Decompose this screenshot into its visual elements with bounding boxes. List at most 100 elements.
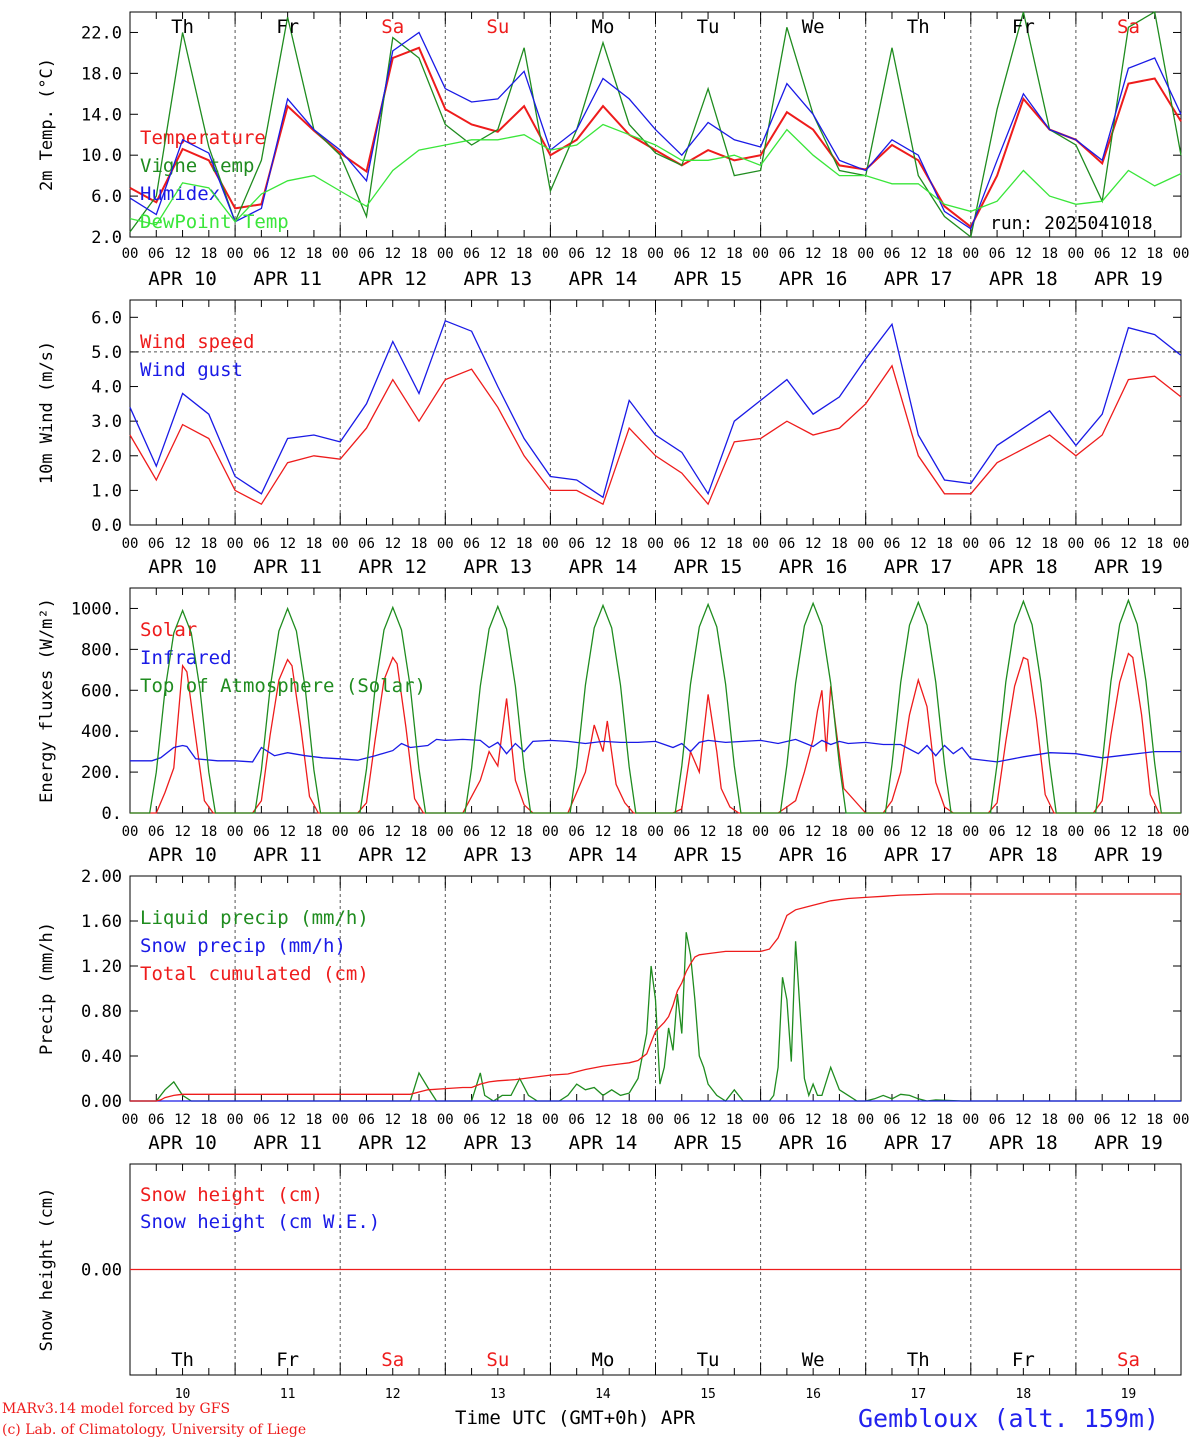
hour-tick-label: 18 (1041, 536, 1058, 552)
legend-entry: Humidex (140, 183, 220, 205)
hour-tick-label: 18 (831, 824, 848, 840)
date-label: APR 11 (253, 1132, 322, 1154)
hour-tick-label: 06 (1094, 246, 1111, 262)
hour-tick-label: 00 (542, 536, 559, 552)
series-line-wind-gust (129, 319, 1182, 499)
hour-tick-label: 00 (857, 246, 874, 262)
hour-tick-label: 06 (989, 824, 1006, 840)
series-line-temperature (129, 46, 1182, 229)
hour-tick-label: 12 (279, 1112, 296, 1128)
hour-tick-label: 00 (1067, 824, 1084, 840)
hour-tick-label: 12 (595, 824, 612, 840)
credit-line-1: MARv3.14 model forced by GFS (2, 1401, 230, 1417)
hour-tick-label: 18 (1146, 246, 1163, 262)
hour-tick-label: 12 (805, 824, 822, 840)
hour-tick-label: 18 (305, 536, 322, 552)
date-label: APR 16 (779, 1132, 848, 1154)
hour-tick-label: 00 (752, 1112, 769, 1128)
hour-tick-label: 12 (910, 246, 927, 262)
hour-tick-label: 12 (700, 246, 717, 262)
hour-tick-label: 18 (305, 246, 322, 262)
hour-tick-label: 12 (1015, 246, 1032, 262)
hour-tick-label: 18 (936, 536, 953, 552)
day-number-label: 18 (1016, 1387, 1032, 1402)
y-tick-label: 0.0 (91, 516, 122, 536)
y-tick-label: 600. (81, 681, 122, 701)
date-label: APR 12 (358, 1132, 427, 1154)
hour-tick-label: 18 (621, 824, 638, 840)
series-line-vigne-temp (129, 10, 1182, 239)
hour-tick-label: 06 (673, 246, 690, 262)
hour-tick-label: 18 (1041, 824, 1058, 840)
hour-tick-label: 00 (332, 246, 349, 262)
hour-tick-label: 12 (279, 824, 296, 840)
hour-tick-label: 06 (148, 246, 165, 262)
y-tick-label: 3.0 (91, 412, 122, 432)
y-tick-label: 400. (81, 722, 122, 742)
day-name-label: Fr (276, 1349, 299, 1371)
date-label: APR 14 (569, 556, 638, 578)
hour-tick-label: 00 (1173, 1112, 1190, 1128)
hour-tick-label: 00 (542, 824, 559, 840)
date-label: APR 14 (569, 1132, 638, 1154)
hour-tick-label: 06 (358, 1112, 375, 1128)
hour-tick-label: 12 (910, 1112, 927, 1128)
hour-tick-label: 00 (1067, 246, 1084, 262)
date-label: APR 17 (884, 556, 953, 578)
hour-tick-label: 12 (1015, 536, 1032, 552)
day-number-label: 14 (595, 1387, 611, 1402)
y-axis-label: 2m Temp. (°C) (37, 58, 57, 191)
hour-tick-label: 00 (647, 246, 664, 262)
hour-tick-label: 00 (1067, 1112, 1084, 1128)
hour-tick-label: 00 (437, 824, 454, 840)
hour-tick-label: 00 (542, 246, 559, 262)
hour-tick-label: 00 (962, 536, 979, 552)
hour-tick-label: 12 (1120, 824, 1137, 840)
day-name-label: Tu (697, 16, 720, 38)
hour-tick-label: 18 (411, 824, 428, 840)
legend-entry: Snow height (cm) (140, 1184, 323, 1206)
y-tick-label: 0.00 (81, 1092, 122, 1112)
hour-tick-label: 06 (253, 1112, 270, 1128)
hour-tick-label: 00 (647, 824, 664, 840)
y-axis-label: 10m Wind (m/s) (37, 341, 57, 484)
station-label: Gembloux (alt. 159m) (858, 1404, 1159, 1433)
hour-tick-label: 12 (279, 246, 296, 262)
y-axis-label: Snow height (cm) (37, 1188, 57, 1352)
hour-tick-label: 12 (700, 824, 717, 840)
hour-tick-label: 12 (1015, 824, 1032, 840)
legend-entry: Snow height (cm W.E.) (140, 1211, 380, 1233)
hour-tick-label: 06 (673, 824, 690, 840)
hour-tick-label: 12 (174, 536, 191, 552)
hour-tick-label: 18 (1041, 1112, 1058, 1128)
series-line-infrared (130, 738, 1181, 763)
hour-tick-label: 18 (305, 824, 322, 840)
hour-tick-label: 00 (122, 246, 139, 262)
legend-entry: Infrared (140, 647, 232, 669)
hour-tick-label: 00 (122, 824, 139, 840)
hour-tick-label: 06 (884, 824, 901, 840)
panel-1: 2.0 6.0 10.0 14.0 18.0 22.0 2m Temp. (°C) Tempe… (37, 10, 1189, 290)
hour-tick-label: 12 (174, 246, 191, 262)
day-name-label: Th (171, 16, 194, 38)
y-tick-label: 22.0 (81, 23, 122, 43)
hour-tick-label: 18 (1146, 1112, 1163, 1128)
y-tick-label: 800. (81, 640, 122, 660)
hour-tick-label: 18 (305, 1112, 322, 1128)
hour-tick-label: 06 (1094, 536, 1111, 552)
plot-frame (129, 11, 1182, 238)
hour-tick-label: 12 (489, 824, 506, 840)
panel-4: 0.00 0.40 0.80 1.20 1.60 2.00 Precip (mm/h) Liq… (37, 867, 1189, 1154)
hour-tick-label: 18 (411, 1112, 428, 1128)
day-number-label: 13 (490, 1387, 506, 1402)
panel-5: 0.00 Snow height (cm) Snow height (cm) Snow… (37, 1163, 1182, 1402)
hour-tick-label: 12 (805, 246, 822, 262)
date-label: APR 14 (569, 268, 638, 290)
hour-tick-label: 06 (989, 246, 1006, 262)
y-tick-label: 0. (102, 804, 122, 824)
panel-2: 0.0 1.0 2.0 3.0 4.0 5.0 6.0 10m Wind (m/s) Wind … (37, 299, 1189, 578)
hour-tick-label: 18 (200, 536, 217, 552)
y-tick-label: 14.0 (81, 105, 122, 125)
legend-entry: Solar (140, 619, 197, 641)
hour-tick-label: 06 (673, 1112, 690, 1128)
